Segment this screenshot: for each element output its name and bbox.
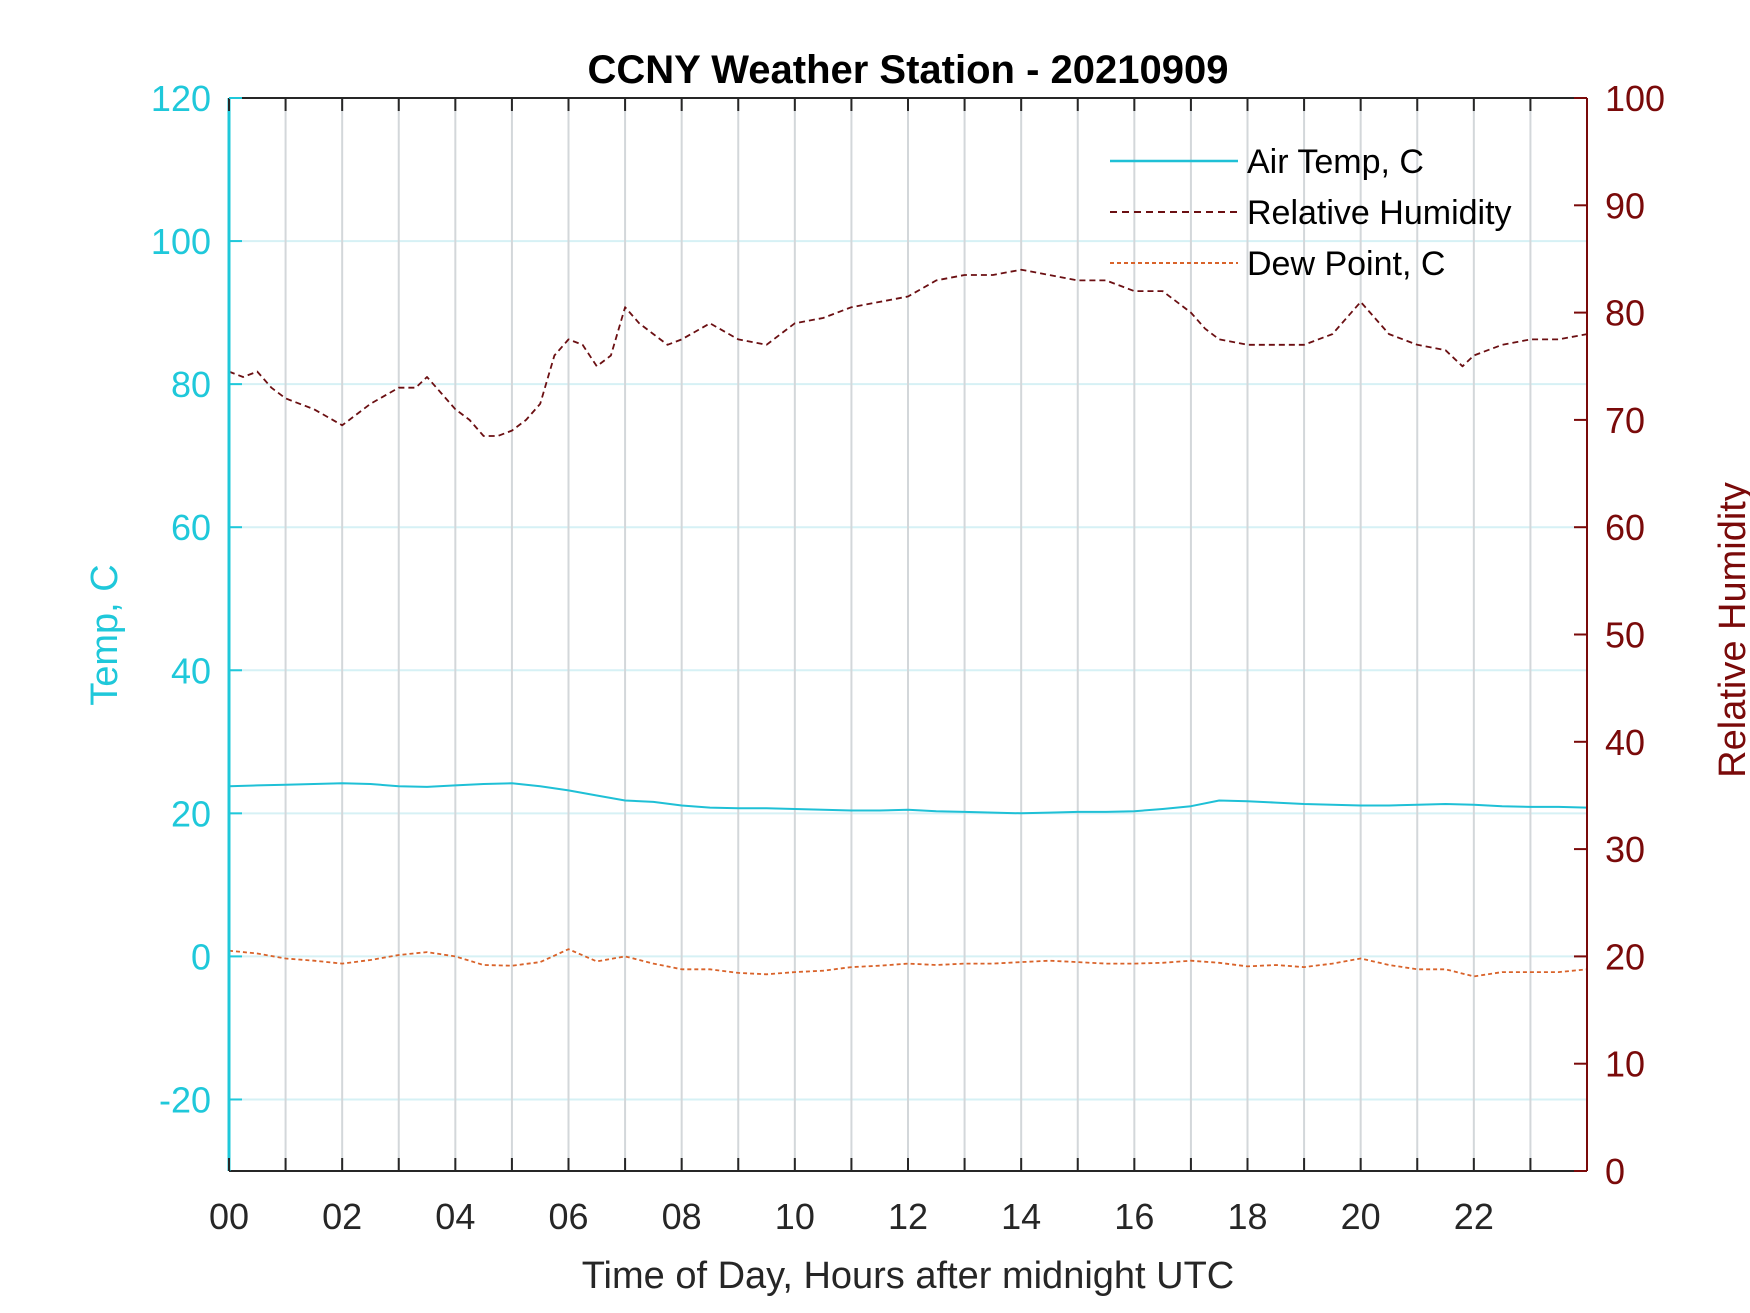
series-line-air-temp-c [228,782,1588,815]
y-left-tick-label: 80 [171,364,211,405]
x-tick-label: 08 [662,1196,702,1237]
y-right-tick-label: 60 [1605,507,1645,548]
y-axis-label-right: Relative Humidity [1712,482,1750,778]
y-left-tick-label: 40 [171,650,211,691]
y-right-tick-label: 40 [1605,722,1645,763]
x-tick-label: 02 [322,1196,362,1237]
y-left-tick-label: 0 [191,936,211,977]
axes [227,97,1588,1172]
y-right-tick-label: 50 [1605,615,1645,656]
x-tick-label: 16 [1114,1196,1154,1237]
tick-labels: 00 02 04 06 08 10 12 14 16 18 20 22-200204060801001… [151,78,1665,1237]
legend-label-air-temp: Air Temp, C [1247,143,1424,181]
x-axis-label: Time of Day, Hours after midnight UTC [582,1255,1235,1297]
y-right-tick-label: 80 [1605,293,1645,334]
series-layer [228,268,1588,978]
y-right-tick-label: 100 [1605,78,1665,119]
x-tick-label: 10 [775,1196,815,1237]
y-right-tick-label: 90 [1605,185,1645,226]
y-right-tick-label: 0 [1605,1151,1625,1192]
x-tick-label: 12 [888,1196,928,1237]
y-right-tick-label: 70 [1605,400,1645,441]
y-right-tick-label: 10 [1605,1044,1645,1085]
y-right-tick-label: 20 [1605,936,1645,977]
legend-label-dew-point: Dew Point, C [1247,245,1445,283]
legend: Air Temp, C Relative Humidity Dew Point,… [1110,143,1512,283]
x-tick-label: 14 [1001,1196,1041,1237]
chart-title: CCNY Weather Station - 20210909 [588,48,1229,92]
y-left-tick-label: 60 [171,507,211,548]
x-tick-label: 00 [209,1196,249,1237]
y-right-tick-label: 30 [1605,829,1645,870]
legend-label-humidity: Relative Humidity [1247,194,1512,232]
y-left-tick-label: 20 [171,793,211,834]
y-axis-label-left: Temp, C [84,564,126,705]
x-tick-label: 20 [1341,1196,1381,1237]
grid [229,97,1587,1171]
x-tick-label: 06 [548,1196,588,1237]
y-left-tick-label: 100 [151,221,211,262]
x-tick-label: 22 [1454,1196,1494,1237]
series-line-relative-humidity [228,268,1588,437]
y-left-tick-label: -20 [159,1079,211,1120]
y-left-tick-label: 120 [151,78,211,119]
x-tick-label: 04 [435,1196,475,1237]
series-line-dew-point-c [228,948,1588,978]
x-tick-label: 18 [1227,1196,1267,1237]
